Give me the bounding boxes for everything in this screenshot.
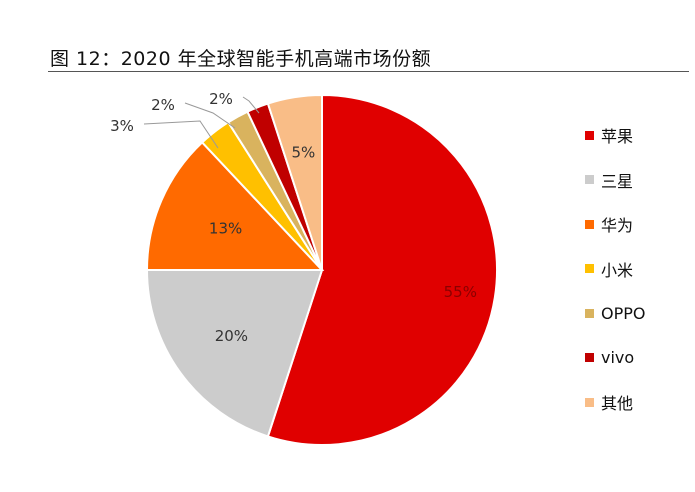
legend-item: 小米	[585, 258, 633, 280]
legend-swatch	[585, 397, 594, 407]
slice-value-label-1: 55%	[444, 283, 477, 301]
legend-item: vivo	[585, 347, 634, 369]
pie-slice-1	[266, 93, 499, 446]
legend-label: 华为	[601, 216, 634, 235]
legend-item: OPPO	[585, 302, 645, 324]
legend-swatch	[585, 308, 594, 318]
legend-label: 其他	[601, 394, 634, 413]
legend-item: 其他	[585, 391, 633, 413]
legend-swatch	[585, 353, 594, 362]
leader-line-5	[184, 102, 236, 129]
slice-value-label-3: 13%	[209, 219, 242, 237]
pie-slice-3	[145, 141, 325, 271]
slice-value-label-2: 20%	[215, 327, 248, 345]
leader-line-4	[143, 120, 219, 149]
legend-label: 苹果	[601, 127, 634, 146]
leader-line-6	[242, 96, 260, 114]
legend-swatch	[585, 130, 594, 140]
legend-swatch	[585, 175, 594, 184]
legend-label: 三星	[601, 171, 634, 191]
slice-value-label-7: 5%	[292, 144, 316, 162]
figure-title: 图 12：2020 年全球智能手机高端市场份额	[50, 48, 432, 70]
legend-swatch	[585, 264, 594, 273]
slice-value-label-4: 3%	[110, 117, 134, 135]
legend-item: 苹果	[585, 124, 633, 146]
pie-slice-7	[266, 93, 323, 271]
legend-item: 华为	[585, 213, 633, 235]
pie-slice-2	[145, 269, 324, 438]
legend-label: OPPO	[601, 303, 646, 323]
slice-value-label-5: 2%	[151, 96, 175, 114]
legend-swatch	[585, 219, 594, 229]
legend-label: 小米	[601, 260, 634, 280]
slice-value-label-6: 2%	[209, 90, 233, 108]
legend-label: vivo	[601, 348, 635, 367]
title-divider	[48, 71, 689, 72]
legend-item: 三星	[585, 169, 633, 191]
